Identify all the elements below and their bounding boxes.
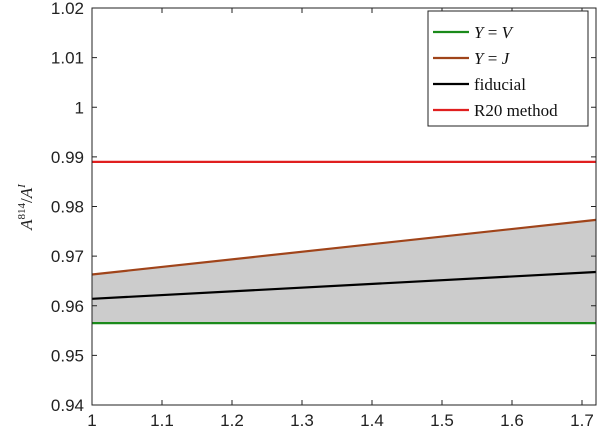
y-tick-label: 0.97 [51, 247, 84, 266]
y-tick-label: 1 [75, 98, 84, 117]
y-tick-label: 0.96 [51, 297, 84, 316]
legend-label-fiducial: fiducial [474, 75, 526, 94]
series-layer [91, 160, 597, 325]
x-tick-label: 1.5 [430, 411, 454, 430]
x-tick-label: 1 [87, 411, 96, 430]
y-tick-label: 0.94 [51, 396, 84, 415]
x-tick-label: 1.4 [360, 411, 384, 430]
x-tick-label: 1.1 [150, 411, 174, 430]
x-tick-label: 1.2 [220, 411, 244, 430]
legend-label-y-v: Y = V [474, 23, 515, 42]
legend-label-y-j: Y = J [474, 49, 511, 68]
y-tick-label: 0.98 [51, 198, 84, 217]
x-tick-label: 1.7 [570, 411, 594, 430]
y-tick-label: 0.95 [51, 346, 84, 365]
legend-label-r20-method: R20 method [474, 101, 558, 120]
y-tick-label: 0.99 [51, 148, 84, 167]
legend: Y = V Y = J fiducial R20 method [427, 10, 589, 127]
y-tick-label: 1.01 [51, 49, 84, 68]
series-line-fiducial [91, 270, 597, 300]
legend-items: Y = V Y = J fiducial R20 method [433, 23, 558, 120]
series-line-y-j [91, 218, 597, 276]
ticks-layer: 1 1.1 1.2 1.3 1.4 1.5 1.6 1.7 0.94 0.95 0.96 0.97 0.… [51, 0, 596, 430]
legend-box [427, 10, 589, 127]
x-tick-label: 1.3 [290, 411, 314, 430]
y-axis-label: A814/AI [16, 183, 36, 231]
x-tick-label: 1.6 [500, 411, 524, 430]
uncertainty-band [92, 219, 596, 324]
y-tick-label: 1.02 [51, 0, 84, 18]
